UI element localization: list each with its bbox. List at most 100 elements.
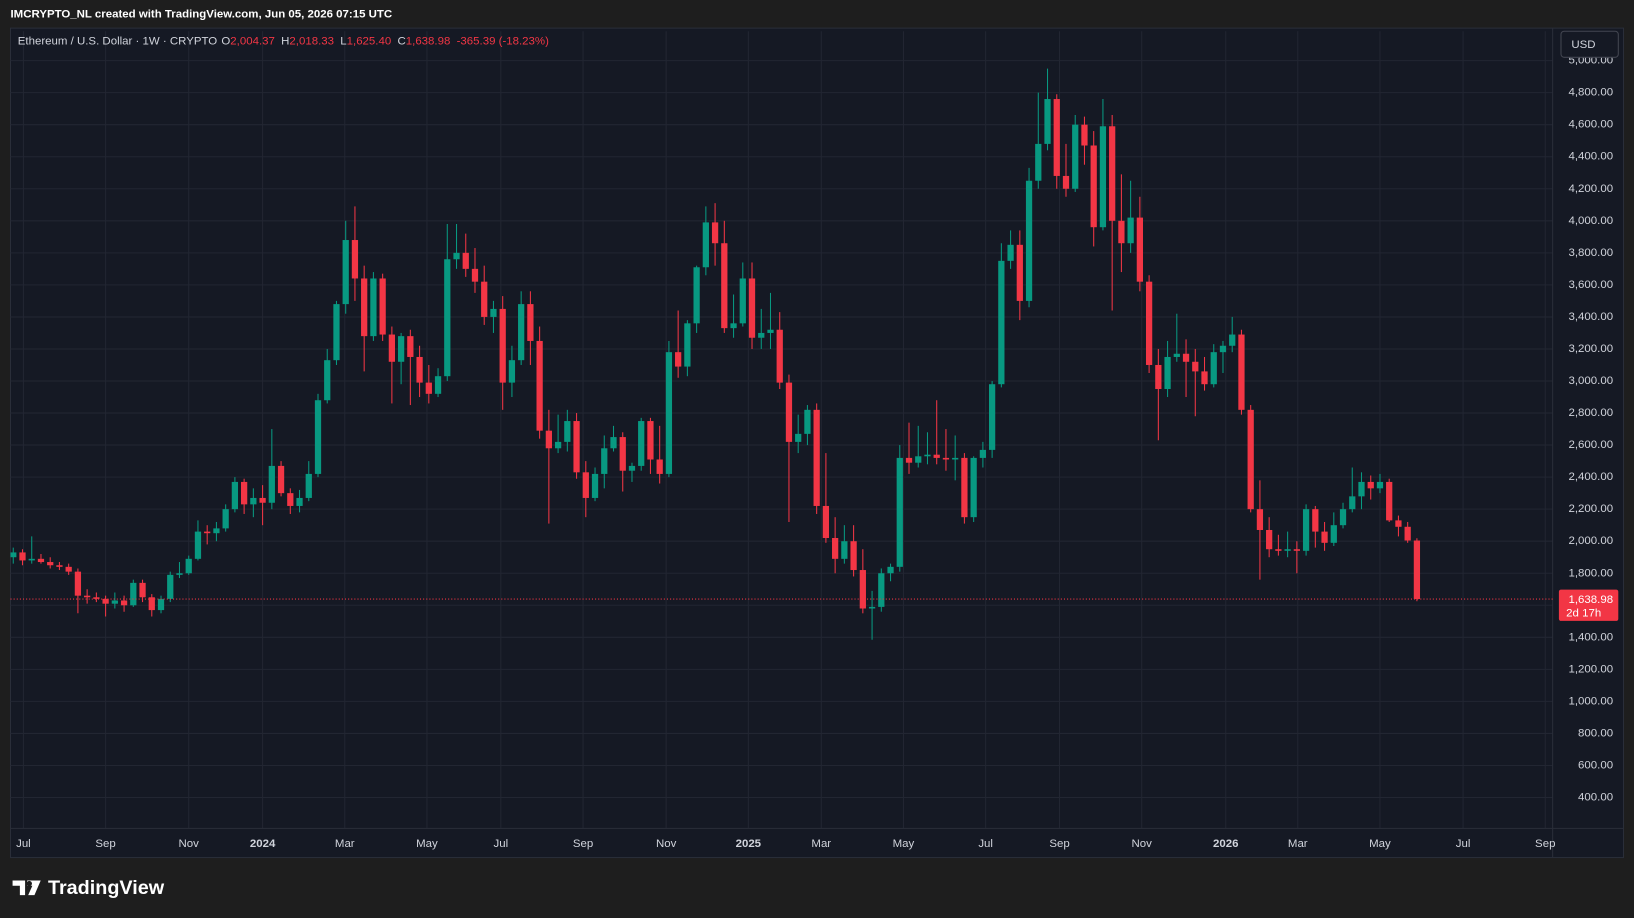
x-tick-label: Mar (1288, 838, 1308, 850)
candle-body (1219, 345, 1227, 353)
candle-body (1386, 481, 1393, 521)
y-tick-label: 600.00 (1578, 760, 1613, 772)
candle-body (453, 252, 460, 260)
last-price: 1,638.98 2d 17h (10, 589, 1619, 621)
logo-dot (26, 880, 32, 887)
candle-body (647, 421, 654, 460)
candle-body (1136, 217, 1143, 282)
candle-body (841, 541, 848, 559)
candle-body (1099, 126, 1107, 228)
candle-body (222, 509, 229, 529)
candle-body (1312, 509, 1319, 532)
candle-body (638, 421, 645, 466)
candle-body (961, 457, 968, 518)
candle-body (1192, 361, 1199, 372)
candle-body (684, 323, 691, 367)
candle-body (1302, 509, 1310, 551)
x-tick-label: May (893, 838, 915, 850)
candle-body (296, 497, 303, 506)
footer-logo (12, 880, 41, 896)
candle-body (185, 558, 192, 574)
candle-body (1072, 124, 1079, 189)
candle-body (933, 454, 940, 458)
candle-body (721, 243, 728, 329)
candle-body (1256, 509, 1264, 530)
legend-l-value: 1,625.40 (347, 36, 392, 48)
candle-body (213, 528, 220, 534)
candle-body (527, 304, 534, 341)
candle-body (1395, 520, 1402, 527)
candle-body (370, 278, 377, 337)
candle-body (444, 259, 451, 377)
candle-body (628, 465, 636, 471)
candle-body (1413, 540, 1421, 600)
legend-o-label: O (221, 36, 230, 48)
y-tick-label: 3,000.00 (1568, 375, 1613, 387)
legend-o-value: 2,004.37 (230, 36, 275, 48)
x-tick-label: Jul (494, 838, 509, 850)
last-price-label: 1,638.98 (1568, 594, 1613, 606)
candle-body (545, 430, 552, 449)
candle-body (287, 493, 294, 506)
legend-c-label: C (397, 36, 405, 48)
candle-body (1210, 352, 1217, 385)
candle-body (758, 332, 765, 338)
candle-body (748, 278, 756, 338)
candle-body (102, 598, 109, 604)
candle-body (1007, 244, 1014, 261)
candle-body (10, 552, 17, 558)
candle-body (47, 562, 54, 566)
candle-body (730, 323, 737, 329)
candle-body (1145, 281, 1153, 365)
candle-body (619, 437, 626, 471)
candle-body (1349, 496, 1356, 510)
candle-body (1367, 481, 1374, 489)
candle-body (231, 481, 239, 510)
candle-body (167, 574, 174, 599)
candle-body (1127, 217, 1134, 244)
legend-c-value: 1,638.98 (406, 36, 451, 48)
candle-body (130, 582, 137, 606)
candle-body (1284, 549, 1291, 551)
candle-body (924, 454, 931, 457)
candle-body (850, 541, 857, 571)
candle-body (407, 336, 414, 357)
candle-body (693, 267, 700, 324)
candle-body (471, 268, 479, 282)
candle-body (776, 329, 783, 383)
candle-body (416, 356, 423, 383)
candle-body (499, 308, 506, 383)
x-tick-label: Sep (1049, 838, 1069, 850)
candle-body (462, 252, 469, 269)
candle-body (19, 552, 26, 561)
candle-body (148, 597, 155, 611)
candle-body (28, 558, 35, 561)
x-tick-label: Mar (335, 838, 355, 850)
candle-body (1358, 481, 1365, 497)
candles (10, 68, 1421, 640)
y-tick-label: 4,600.00 (1568, 119, 1613, 131)
candle-body (1201, 371, 1208, 385)
candle-body (1339, 509, 1347, 526)
y-tick-label: 2,000.00 (1568, 535, 1613, 547)
candle-body (859, 570, 866, 609)
time-axis: Jul Sep Nov 2024 Mar May Jul Sep Nov 2025 Mar May Ju… (16, 838, 1555, 850)
currency-button[interactable] (1560, 30, 1619, 58)
currency[interactable]: USD (1571, 39, 1595, 51)
candle-body (65, 566, 72, 572)
candle-body (1321, 531, 1328, 543)
candle-body (1081, 124, 1088, 146)
candle-body (952, 457, 959, 460)
candle-body (314, 400, 322, 474)
candle-body (194, 531, 202, 559)
candle-body (324, 360, 331, 401)
candle-body (656, 459, 663, 474)
candle-body (1229, 334, 1236, 346)
candle-body (361, 278, 368, 337)
candle-body (120, 600, 128, 606)
x-tick-label: Sep (1535, 838, 1555, 850)
y-tick-label: 800.00 (1578, 727, 1613, 739)
candle-body (601, 448, 608, 474)
